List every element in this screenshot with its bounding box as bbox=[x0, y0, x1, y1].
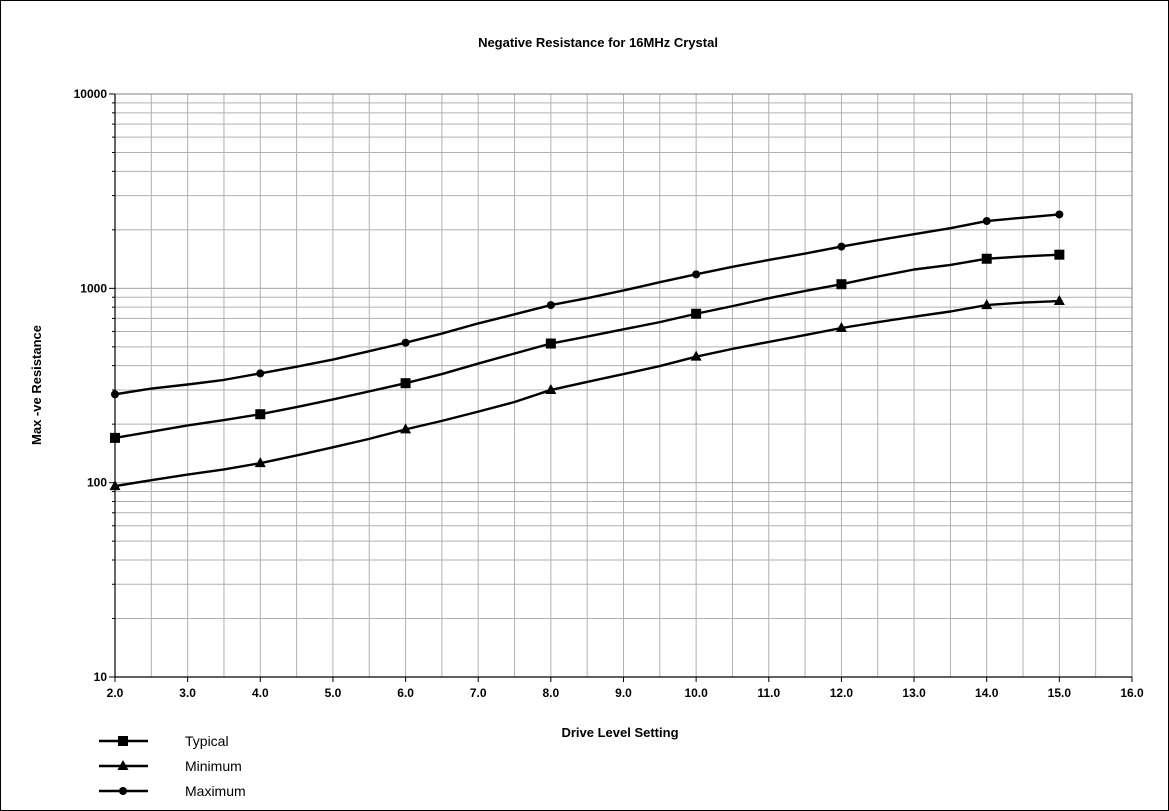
data-point-minimum bbox=[690, 350, 702, 361]
y-tick-label: 100 bbox=[87, 476, 107, 490]
data-point-maximum bbox=[692, 270, 701, 279]
series-typical bbox=[110, 249, 1065, 443]
data-point-typical bbox=[545, 338, 556, 349]
x-tick-label: 10.0 bbox=[684, 686, 708, 700]
x-tick-label: 16.0 bbox=[1120, 686, 1144, 700]
data-point-maximum bbox=[546, 301, 555, 310]
data-point-typical bbox=[110, 432, 120, 443]
chart-title: Negative Resistance for 16MHz Crystal bbox=[478, 35, 718, 50]
series-line-minimum bbox=[114, 299, 1060, 488]
legend-label-typical: Typical bbox=[185, 733, 229, 749]
data-point-minimum bbox=[545, 383, 557, 394]
data-point-typical bbox=[981, 253, 992, 264]
data-point-typical bbox=[400, 378, 411, 389]
data-point-typical bbox=[1054, 249, 1065, 260]
legend-label-maximum: Maximum bbox=[185, 783, 246, 799]
data-point-minimum bbox=[835, 322, 847, 333]
series-line-maximum bbox=[114, 213, 1060, 396]
y-tick-label: 1000 bbox=[80, 281, 107, 295]
data-point-maximum bbox=[256, 369, 265, 378]
x-tick-label: 8.0 bbox=[543, 686, 560, 700]
data-point-maximum bbox=[401, 338, 410, 347]
x-tick-label: 4.0 bbox=[252, 686, 269, 700]
data-point-minimum bbox=[400, 423, 412, 434]
series-maximum bbox=[111, 210, 1064, 399]
x-axis-title: Drive Level Setting bbox=[561, 725, 678, 740]
x-tick-label: 3.0 bbox=[179, 686, 196, 700]
x-axis: 2.0 3.0 4.0 5.0 6.0 7.0 8.0 9.0 10.0 11.0 12.0 13.0… bbox=[107, 677, 1144, 700]
data-point-maximum bbox=[1055, 210, 1064, 219]
data-point-minimum bbox=[109, 480, 121, 491]
x-tick-label: 14.0 bbox=[975, 686, 999, 700]
legend-marker-typical bbox=[118, 736, 128, 746]
legend-label-minimum: Minimum bbox=[185, 758, 242, 774]
data-point-maximum bbox=[111, 390, 119, 399]
series-line-typical bbox=[114, 253, 1060, 440]
x-tick-label: 15.0 bbox=[1048, 686, 1072, 700]
y-axis: 10 100 1000 10000 bbox=[74, 87, 115, 684]
data-point-minimum bbox=[981, 299, 993, 310]
x-tick-label: 12.0 bbox=[830, 686, 854, 700]
x-tick-label: 6.0 bbox=[397, 686, 414, 700]
grid bbox=[114, 93, 1133, 678]
x-tick-label: 13.0 bbox=[902, 686, 926, 700]
data-point-typical bbox=[836, 279, 847, 290]
x-tick-label: 2.0 bbox=[107, 686, 124, 700]
data-point-maximum bbox=[837, 242, 846, 251]
series-minimum bbox=[109, 295, 1065, 491]
y-tick-label: 10000 bbox=[74, 87, 108, 101]
data-point-typical bbox=[691, 308, 702, 319]
x-tick-label: 9.0 bbox=[615, 686, 632, 700]
y-axis-title: Max -ve Resistance bbox=[29, 325, 44, 445]
x-tick-label: 7.0 bbox=[470, 686, 487, 700]
data-point-minimum bbox=[1053, 295, 1065, 306]
legend-marker-maximum bbox=[119, 787, 127, 795]
x-tick-label: 5.0 bbox=[325, 686, 342, 700]
data-point-minimum bbox=[254, 457, 266, 468]
legend: Typical Minimum Maximum bbox=[99, 733, 246, 799]
y-tick-label: 10 bbox=[94, 670, 108, 684]
series-layer bbox=[109, 210, 1065, 491]
legend-marker-minimum bbox=[117, 760, 129, 770]
data-point-typical bbox=[255, 409, 266, 420]
data-point-maximum bbox=[982, 217, 991, 226]
x-tick-label: 11.0 bbox=[757, 686, 780, 700]
